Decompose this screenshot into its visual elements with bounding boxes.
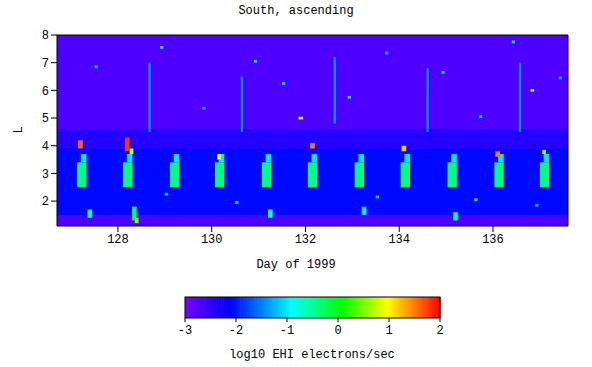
svg-text:3: 3 [42, 168, 49, 182]
svg-text:1: 1 [385, 324, 392, 338]
svg-text:8: 8 [42, 29, 49, 43]
svg-text:0: 0 [334, 324, 341, 338]
svg-text:log10 EHI electrons/sec: log10 EHI electrons/sec [229, 348, 395, 362]
svg-text:6: 6 [42, 85, 49, 99]
svg-text:7: 7 [42, 57, 49, 71]
svg-text:130: 130 [201, 233, 223, 247]
svg-text:-2: -2 [229, 324, 243, 338]
svg-text:-1: -1 [280, 324, 294, 338]
svg-text:South, ascending: South, ascending [238, 4, 353, 18]
svg-text:L: L [12, 126, 26, 133]
svg-text:134: 134 [388, 233, 410, 247]
svg-text:Day of 1999: Day of 1999 [256, 258, 335, 272]
svg-text:4: 4 [42, 140, 49, 154]
svg-text:2: 2 [436, 324, 443, 338]
svg-text:132: 132 [295, 233, 317, 247]
svg-text:5: 5 [42, 112, 49, 126]
svg-text:136: 136 [482, 233, 504, 247]
svg-text:-3: -3 [178, 324, 192, 338]
svg-text:2: 2 [42, 195, 49, 209]
svg-text:128: 128 [107, 233, 129, 247]
